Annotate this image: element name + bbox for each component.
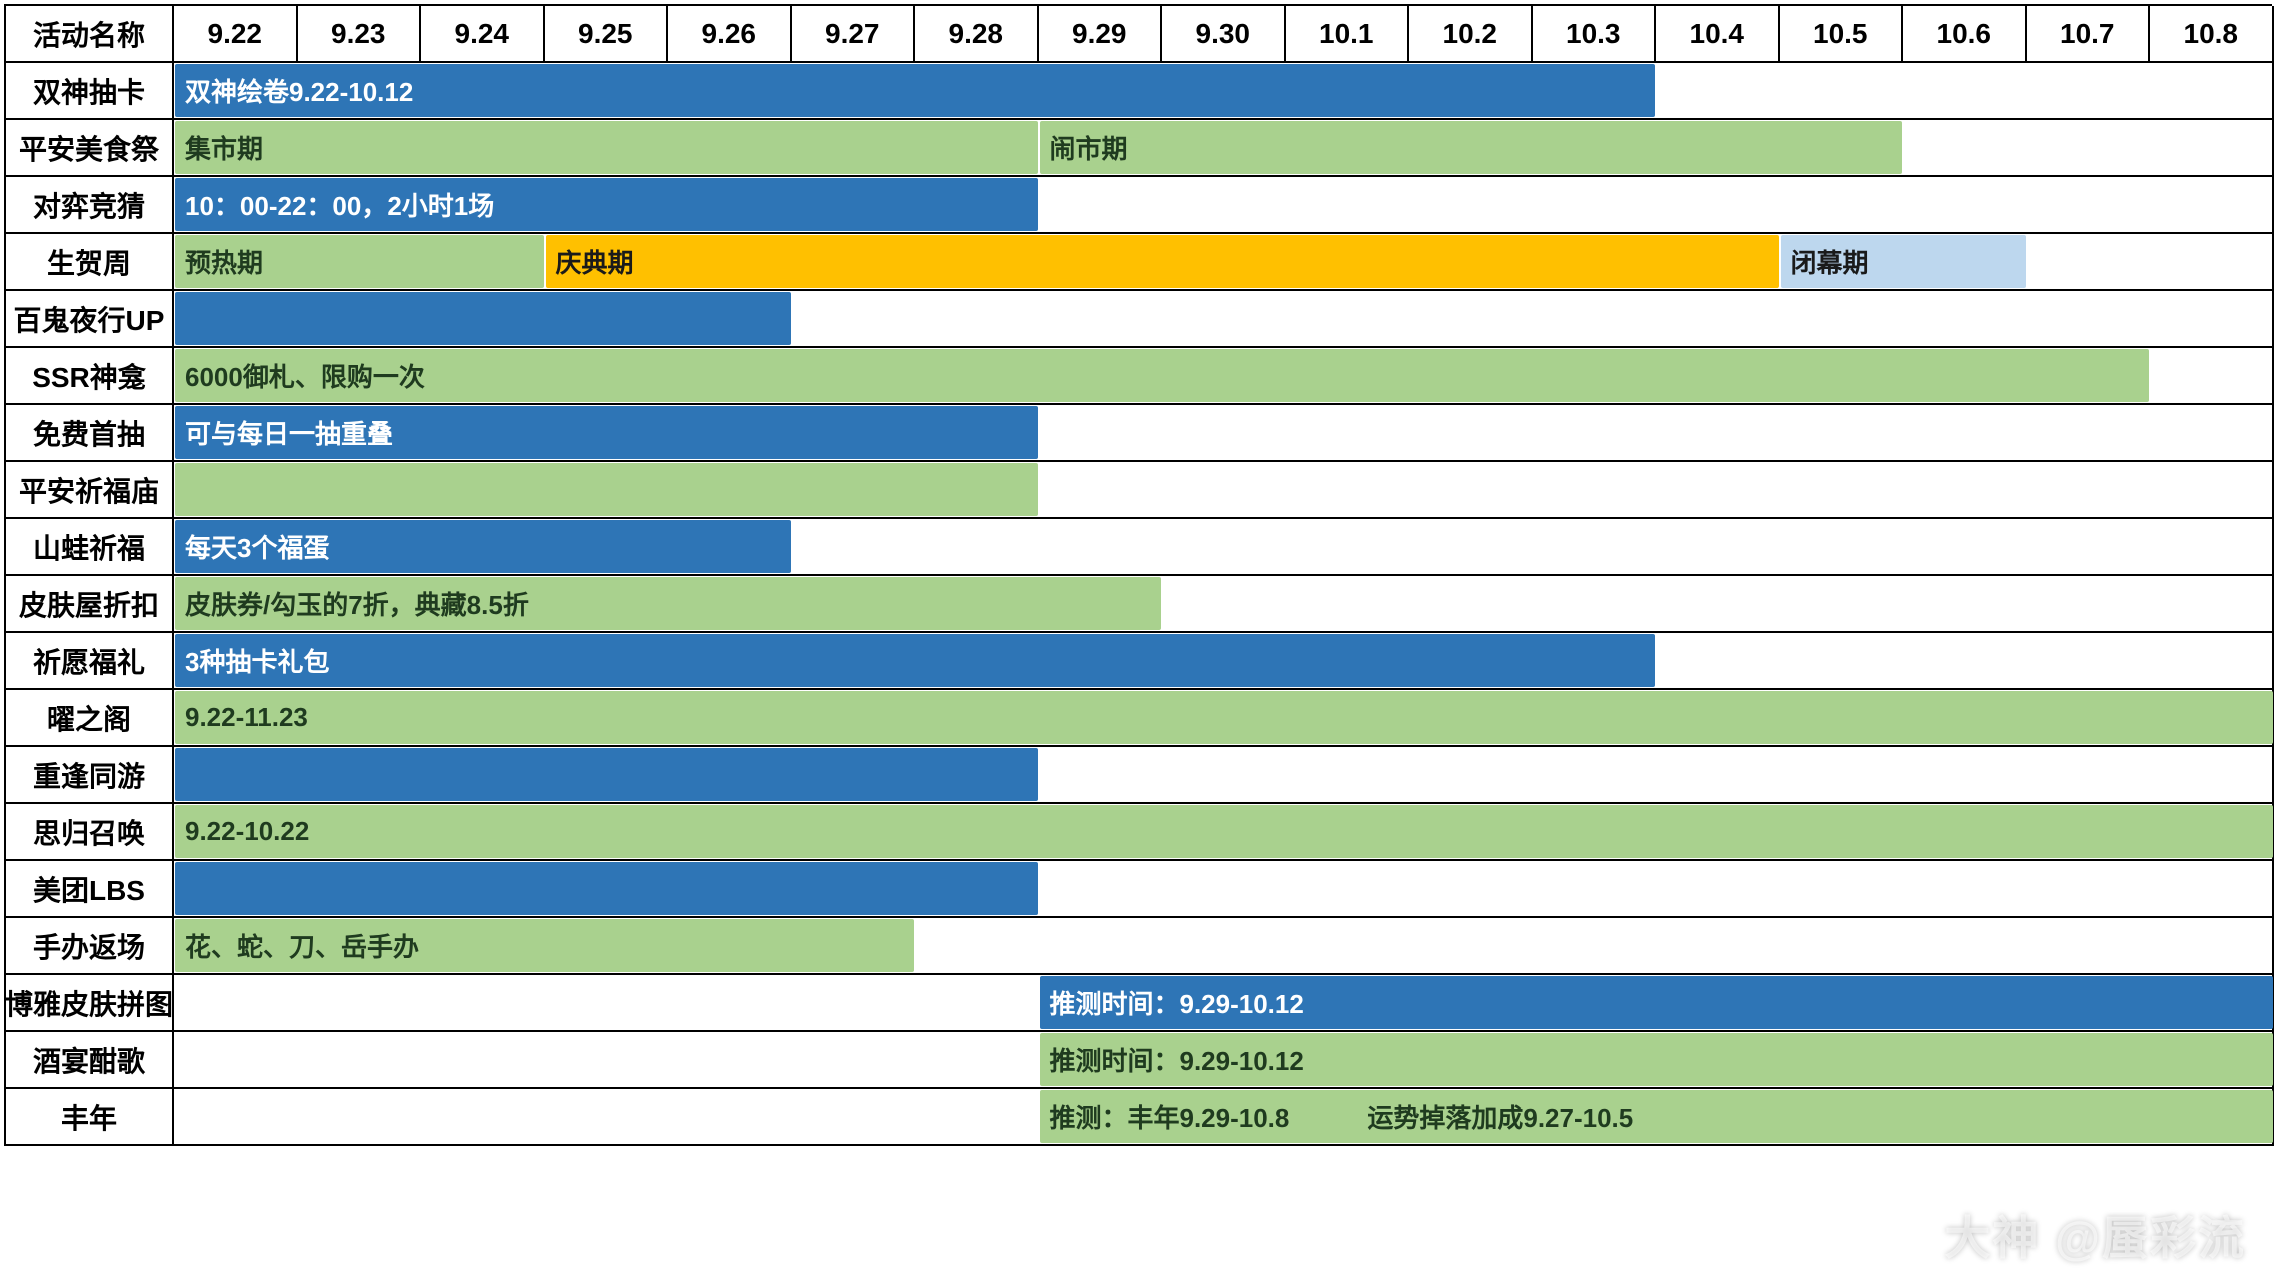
row-track: 花、蛇、刀、岳手办: [174, 918, 2274, 975]
row-track: 皮肤券/勾玉的7折，典藏8.5折: [174, 576, 2274, 633]
row-track: 预热期庆典期闭幕期: [174, 234, 2274, 291]
gantt-bar: 推测时间：9.29-10.12: [1040, 1033, 2273, 1086]
gantt-bar: 双神绘卷9.22-10.12: [175, 64, 1655, 117]
corner-logo-icon: 9: [2190, 1150, 2270, 1230]
gantt-bar: 3种抽卡礼包: [175, 634, 1655, 687]
svg-text:9: 9: [2219, 1170, 2240, 1213]
header-date: 9.23: [298, 6, 422, 63]
row-track: 集市期闹市期: [174, 120, 2274, 177]
row-label: 博雅皮肤拼图: [6, 975, 174, 1032]
header-date: 10.6: [1903, 6, 2027, 63]
row-track: [174, 747, 2274, 804]
gantt-bar: 6000御札、限购一次: [175, 349, 2149, 402]
gantt-bar: [175, 292, 791, 345]
gantt-bar: 推测：丰年9.29-10.8 运势掉落加成9.27-10.5: [1040, 1090, 2273, 1143]
gantt-bar: 闹市期: [1040, 121, 1903, 174]
header-date: 10.5: [1780, 6, 1904, 63]
row-label: 重逢同游: [6, 747, 174, 804]
row-label: 曜之阁: [6, 690, 174, 747]
gantt-bar: 庆典期: [546, 235, 1779, 288]
row-track: [174, 462, 2274, 519]
row-label: 平安美食祭: [6, 120, 174, 177]
row-label: 对弈竞猜: [6, 177, 174, 234]
gantt-bar: [175, 862, 1038, 915]
header-date: 10.7: [2027, 6, 2151, 63]
row-label: 手办返场: [6, 918, 174, 975]
row-track: 10：00-22：00，2小时1场: [174, 177, 2274, 234]
row-label: 山蛙祈福: [6, 519, 174, 576]
gantt-bar: 花、蛇、刀、岳手办: [175, 919, 914, 972]
row-track: 9.22-11.23: [174, 690, 2274, 747]
row-label: 丰年: [6, 1089, 174, 1146]
header-date: 10.4: [1656, 6, 1780, 63]
row-label: SSR神龛: [6, 348, 174, 405]
row-label: 美团LBS: [6, 861, 174, 918]
gantt-bar: 推测时间：9.29-10.12: [1040, 976, 2273, 1029]
gantt-bar: 可与每日一抽重叠: [175, 406, 1038, 459]
gantt-chart: 活动名称9.229.239.249.259.269.279.289.299.30…: [4, 4, 2272, 1146]
row-track: 双神绘卷9.22-10.12: [174, 63, 2274, 120]
row-track: [174, 291, 2274, 348]
gantt-bar: 闭幕期: [1781, 235, 2026, 288]
header-date: 9.24: [421, 6, 545, 63]
row-label: 双神抽卡: [6, 63, 174, 120]
gantt-bar: 预热期: [175, 235, 544, 288]
row-track: 9.22-10.22: [174, 804, 2274, 861]
gantt-bar: 每天3个福蛋: [175, 520, 791, 573]
gantt-bar: [175, 463, 1038, 516]
header-date: 10.3: [1533, 6, 1657, 63]
row-label: 祈愿福礼: [6, 633, 174, 690]
row-label: 生贺周: [6, 234, 174, 291]
row-track: 可与每日一抽重叠: [174, 405, 2274, 462]
header-date: 9.22: [174, 6, 298, 63]
gantt-bar: 9.22-11.23: [175, 691, 2273, 744]
gantt-bar: 集市期: [175, 121, 1038, 174]
header-date: 10.8: [2150, 6, 2274, 63]
gantt-bar: 皮肤券/勾玉的7折，典藏8.5折: [175, 577, 1161, 630]
row-label: 思归召唤: [6, 804, 174, 861]
header-date: 9.26: [668, 6, 792, 63]
gantt-bar: 10：00-22：00，2小时1场: [175, 178, 1038, 231]
header-date: 9.30: [1162, 6, 1286, 63]
header-date: 9.25: [545, 6, 669, 63]
header-date: 9.29: [1039, 6, 1163, 63]
gantt-bar: [175, 748, 1038, 801]
header-date: 10.2: [1409, 6, 1533, 63]
row-track: 每天3个福蛋: [174, 519, 2274, 576]
row-track: [174, 861, 2274, 918]
header-date: 9.28: [915, 6, 1039, 63]
row-label: 酒宴酣歌: [6, 1032, 174, 1089]
watermark-text: 大神 @蜃彩流: [1944, 1202, 2246, 1268]
header-date: 10.1: [1286, 6, 1410, 63]
row-label: 免费首抽: [6, 405, 174, 462]
row-label: 平安祈福庙: [6, 462, 174, 519]
header-activity-name: 活动名称: [6, 6, 174, 63]
row-track: 3种抽卡礼包: [174, 633, 2274, 690]
row-track: 6000御札、限购一次: [174, 348, 2274, 405]
row-label: 百鬼夜行UP: [6, 291, 174, 348]
row-track: 推测时间：9.29-10.12: [174, 975, 2274, 1032]
row-track: 推测时间：9.29-10.12: [174, 1032, 2274, 1089]
row-label: 皮肤屋折扣: [6, 576, 174, 633]
header-date: 9.27: [792, 6, 916, 63]
gantt-bar: 9.22-10.22: [175, 805, 2273, 858]
row-track: 推测：丰年9.29-10.8 运势掉落加成9.27-10.5: [174, 1089, 2274, 1146]
